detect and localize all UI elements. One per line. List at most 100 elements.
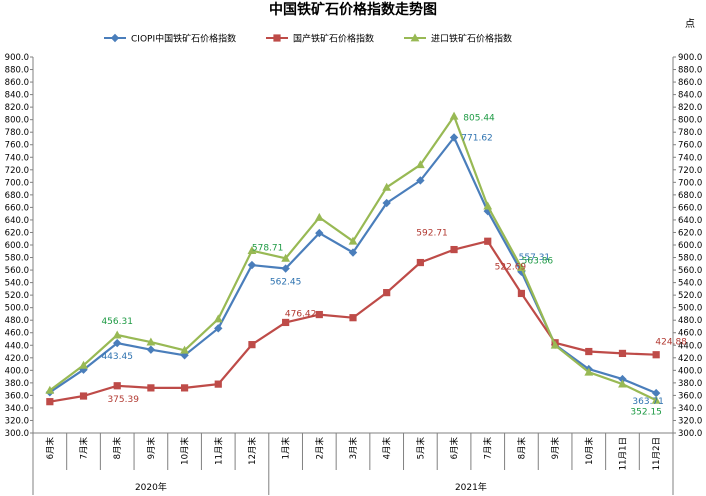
axes: 300.0 300.0 320.0 320.0 340.0 340.0 360.0 360.0… (5, 53, 702, 495)
y-tick-label-left: 760.0 (5, 141, 29, 151)
data-label: 476.42 (285, 309, 317, 319)
triangle-marker (415, 160, 425, 169)
y-tick-label-left: 680.0 (5, 191, 29, 201)
diamond-marker (281, 264, 290, 273)
y-tick-label-right: 760.0 (678, 141, 702, 151)
y-tick-label-right: 480.0 (678, 316, 702, 326)
data-label: 562.45 (270, 278, 302, 288)
square-marker (147, 384, 155, 392)
y-tick-label-right: 560.0 (678, 266, 702, 276)
diamond-marker (146, 345, 156, 354)
data-label: 563.86 (522, 257, 554, 267)
y-tick-label-left: 720.0 (5, 166, 29, 176)
square-marker (585, 347, 593, 356)
x-tick-label: 4月末 (382, 437, 393, 460)
x-tick-label: 10月末 (180, 437, 191, 465)
x-tick-label: 8月末 (112, 437, 123, 460)
x-tick-label: 1月末 (281, 437, 292, 460)
year-group-label: 2021年 (455, 481, 487, 493)
legend-label: CIOPI中国铁矿石价格指数 (131, 33, 236, 45)
y-tick-label-right: 340.0 (678, 404, 702, 414)
year-group-label: 2020年 (135, 481, 167, 493)
y-tick-label-left: 820.0 (5, 103, 29, 113)
y-tick-label-left: 580.0 (5, 254, 29, 264)
y-tick-label-left: 840.0 (5, 91, 29, 101)
y-tick-label-right: 520.0 (678, 291, 702, 301)
x-tick-label: 7月末 (483, 437, 494, 460)
triangle-marker (618, 379, 627, 388)
data-label: 363.71 (632, 397, 664, 407)
y-tick-label-right: 420.0 (678, 354, 702, 364)
diamond-marker (449, 133, 459, 142)
y-tick-label-right: 800.0 (678, 116, 702, 126)
y-tick-label-left: 700.0 (5, 178, 29, 188)
y-tick-label-left: 560.0 (5, 266, 29, 276)
square-marker (273, 34, 281, 42)
unit-label: 点 (685, 18, 695, 30)
triangle-marker (410, 33, 420, 42)
legend-label: 进口铁矿石价格指数 (431, 33, 512, 45)
y-tick-label-right: 680.0 (678, 191, 702, 201)
y-tick-label-left: 540.0 (5, 279, 29, 289)
y-tick-label-left: 860.0 (5, 78, 29, 88)
y-tick-label-right: 400.0 (678, 366, 702, 376)
y-tick-label-left: 340.0 (5, 404, 29, 414)
triangle-marker (112, 330, 122, 339)
x-tick-label: 11月1日 (618, 437, 628, 470)
y-tick-label-left: 600.0 (5, 241, 29, 251)
x-tick-label: 11月2日 (652, 437, 662, 470)
square-marker (383, 289, 391, 297)
data-label: 375.39 (107, 395, 139, 405)
diamond-marker (315, 228, 324, 238)
legend: CIOPI中国铁矿石价格指数 国产铁矿石价格指数 进口铁矿石价格指数 (104, 33, 512, 45)
square-marker (484, 237, 492, 245)
y-tick-label-right: 880.0 (678, 66, 702, 76)
series-1 (45, 133, 661, 398)
y-tick-label-right: 360.0 (678, 391, 702, 401)
square-marker (517, 289, 526, 298)
diamond-marker (113, 338, 122, 348)
series-line (49, 115, 657, 402)
data-label: 352.15 (630, 407, 662, 417)
y-tick-label-right: 440.0 (678, 341, 702, 351)
y-tick-label-right: 620.0 (678, 228, 702, 238)
square-marker (180, 384, 189, 392)
triangle-marker (348, 236, 358, 245)
y-tick-label-right: 700.0 (678, 178, 702, 188)
y-tick-label-left: 520.0 (5, 291, 29, 301)
data-label: 456.31 (101, 317, 133, 327)
y-tick-label-right: 500.0 (678, 304, 702, 314)
legend-label: 国产铁矿石价格指数 (293, 33, 374, 45)
square-marker (652, 351, 660, 359)
y-tick-label-right: 740.0 (678, 153, 702, 163)
x-tick-label: 9月末 (550, 437, 561, 460)
diamond-marker (348, 248, 358, 257)
y-tick-label-left: 660.0 (5, 203, 29, 213)
x-tick-label: 8月末 (516, 437, 527, 460)
y-tick-label-left: 900.0 (5, 53, 29, 63)
x-tick-label: 10月末 (584, 437, 595, 465)
triangle-marker (180, 345, 189, 354)
x-tick-label: 3月末 (348, 437, 359, 460)
data-label: 522.69 (495, 262, 527, 272)
y-tick-label-right: 300.0 (678, 429, 702, 439)
y-tick-label-right: 820.0 (678, 103, 702, 113)
y-tick-label-left: 460.0 (5, 329, 29, 339)
triangle-marker (517, 263, 526, 272)
diamond-marker (382, 198, 391, 208)
triangle-marker (382, 182, 392, 191)
y-tick-label-right: 720.0 (678, 166, 702, 176)
data-label: 771.62 (461, 133, 493, 143)
y-tick-label-left: 440.0 (5, 341, 29, 351)
square-marker (79, 392, 88, 400)
x-tick-label: 5月末 (415, 437, 426, 460)
y-tick-label-right: 580.0 (678, 254, 702, 264)
x-tick-label: 11月末 (213, 437, 224, 465)
series-line (49, 240, 657, 403)
data-labels: 443.45 562.45 771.62 557.31 363.71 375.39 476.… (101, 113, 687, 417)
square-marker (214, 380, 222, 388)
diamond-marker (651, 388, 661, 398)
triangle-marker (247, 246, 257, 255)
triangle-marker (483, 201, 493, 210)
y-tick-label-right: 840.0 (678, 91, 702, 101)
